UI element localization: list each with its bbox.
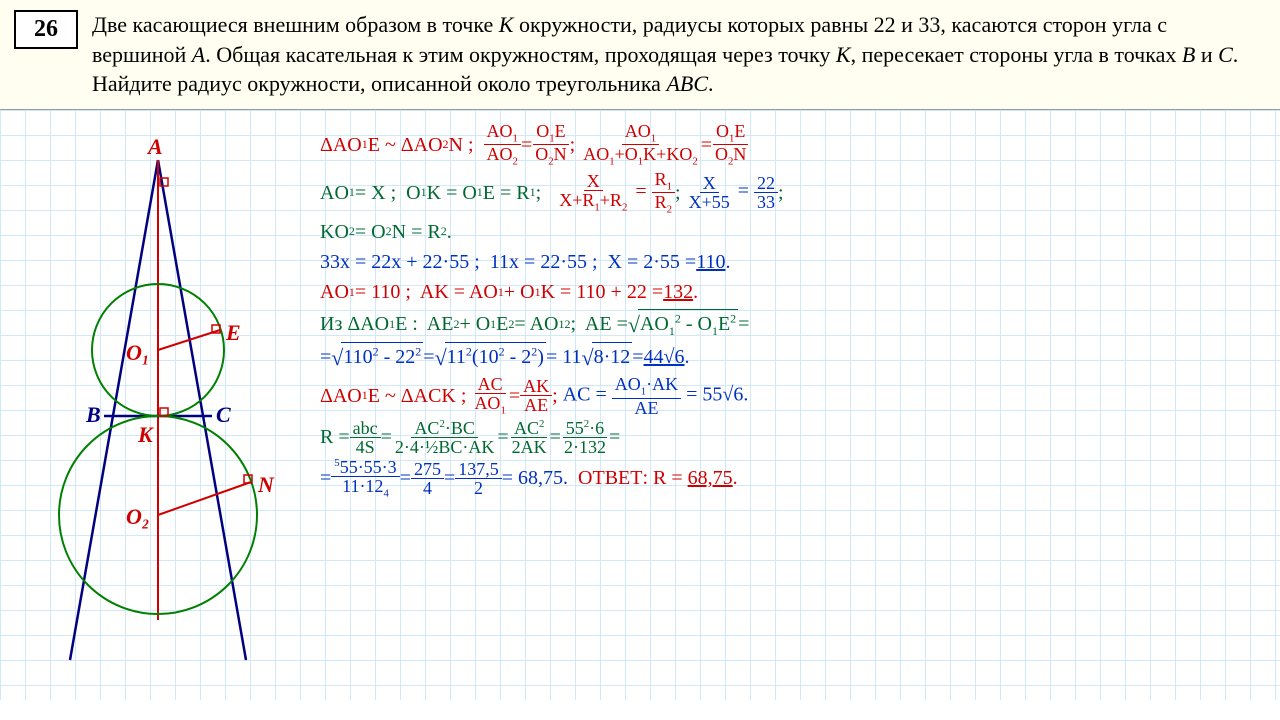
solution-line: KO2 = O2N = R2 . (320, 218, 1270, 246)
solution-line: = √1102 - 222 = √112(102 - 22) = 11√8·12… (320, 342, 1270, 373)
geometry-diagram (8, 120, 308, 680)
problem-statement: 26 Две касающиеся внешним образом в точк… (0, 0, 1280, 110)
solution-line: Из ΔAO1E : AE2 + O1E2 = AO12 ; AE = √AO1… (320, 309, 1270, 340)
problem-text: Две касающиеся внешним образом в точке K… (92, 10, 1266, 99)
problem-number: 26 (14, 10, 78, 49)
solution-steps: ΔAO1E ~ ΔAO2N ; AO1AO2 = O1EO2N ; AO1AO1… (320, 122, 1270, 501)
solution-line: AO1 = 110 ; AK = AO1 + O1K = 110 + 22 = … (320, 278, 1270, 306)
solution-line: 33x = 22x + 22·55 ; 11x = 22·55 ; X = 2·… (320, 248, 1270, 276)
solution-line: ΔAO1E ~ ΔACK ; ACAO1 = AKAE ; AC = AO1·A… (320, 375, 1270, 416)
solution-line: R = abc4S = AC2·BC2·4·½BC·AK = AC22AK = … (320, 419, 1270, 456)
solution-area: ΔAO1E ~ ΔAO2N ; AO1AO2 = O1EO2N ; AO1AO1… (0, 110, 1280, 700)
solution-line: ΔAO1E ~ ΔAO2N ; AO1AO2 = O1EO2N ; AO1AO1… (320, 122, 1270, 168)
solution-line: = 555·55·311·124 = 2754 = 137,52 = 68,75… (320, 458, 1270, 499)
solution-line: AO1 = X ; O1K = O1E = R1 ; XX+R1+R2 = R1… (320, 170, 1270, 216)
